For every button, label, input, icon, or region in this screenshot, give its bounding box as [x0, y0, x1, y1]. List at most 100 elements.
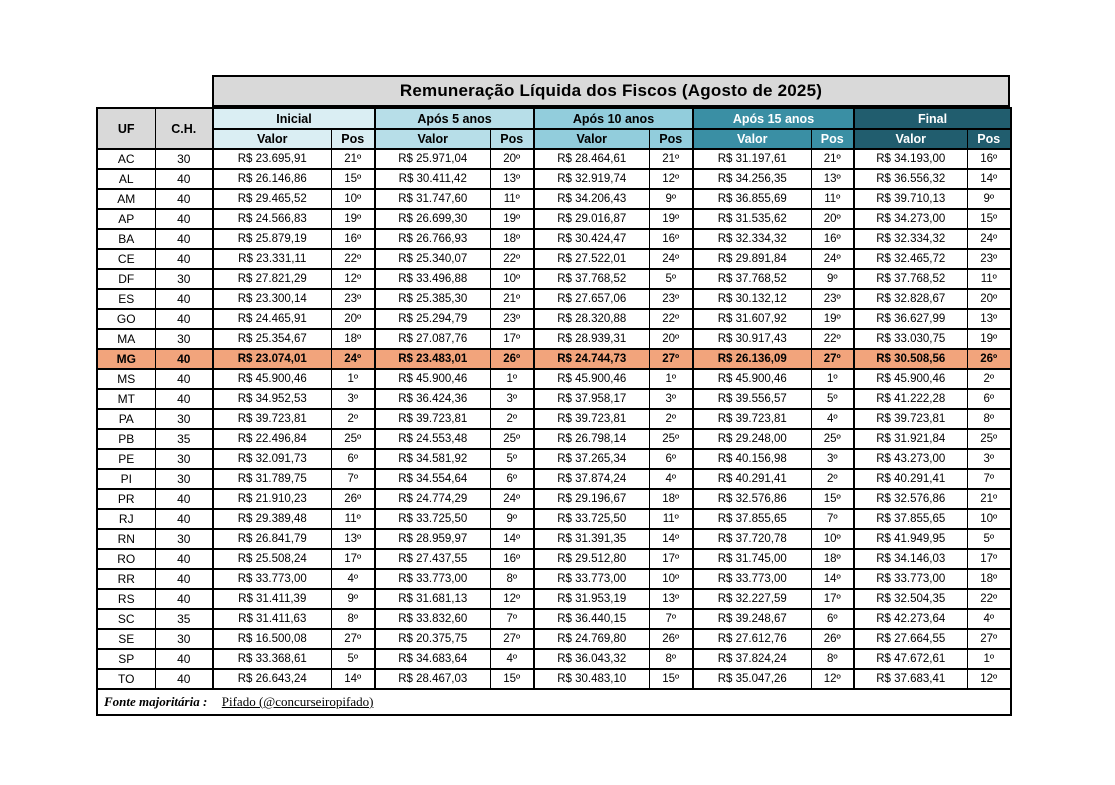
pos-cell-inicial: 26º — [330, 488, 376, 510]
group-header-apos-10-anos: Após 10 anos — [533, 107, 694, 130]
valor-cell-inicial: R$ 21.910,23 — [212, 488, 332, 510]
pos-cell-15-anos: 11º — [810, 188, 855, 210]
valor-cell-final: R$ 45.900,46 — [853, 368, 968, 390]
pos-cell-15-anos: 22º — [810, 328, 855, 350]
ch-cell: 40 — [154, 348, 214, 370]
valor-cell-final: R$ 32.828,67 — [853, 288, 968, 310]
valor-cell-15-anos: R$ 32.227,59 — [692, 588, 812, 610]
valor-cell-inicial: R$ 29.465,52 — [212, 188, 332, 210]
valor-cell-final: R$ 34.273,00 — [853, 208, 968, 230]
pos-cell-inicial: 6º — [330, 448, 376, 470]
pos-cell-5-anos: 22º — [489, 248, 535, 270]
valor-cell-10-anos: R$ 31.953,19 — [533, 588, 650, 610]
pos-cell-inicial: 17º — [330, 548, 376, 570]
pos-cell-inicial: 20º — [330, 308, 376, 330]
valor-cell-5-anos: R$ 31.681,13 — [374, 588, 491, 610]
valor-cell-10-anos: R$ 33.773,00 — [533, 568, 650, 590]
source-link[interactable]: Pifado (@concurseiropifado) — [221, 694, 374, 709]
group-header-apos-5-anos: Após 5 anos — [373, 107, 535, 130]
pos-cell-inicial: 9º — [330, 588, 376, 610]
valor-cell-15-anos: R$ 31.607,92 — [692, 308, 812, 330]
ch-cell: 40 — [154, 248, 214, 270]
table-row: RJ 40 R$ 29.389,48 11º R$ 33.725,50 9º R… — [96, 508, 1012, 530]
ch-cell: 40 — [154, 648, 214, 670]
pos-cell-5-anos: 5º — [489, 448, 535, 470]
pos-cell-final: 2º — [966, 368, 1012, 390]
pos-cell-final: 4º — [966, 608, 1012, 630]
valor-cell-10-anos: R$ 24.744,73 — [533, 348, 650, 370]
pos-cell-inicial: 11º — [330, 508, 376, 530]
valor-cell-10-anos: R$ 28.939,31 — [533, 328, 650, 350]
valor-cell-5-anos: R$ 24.553,48 — [374, 428, 491, 450]
valor-cell-15-anos: R$ 30.132,12 — [692, 288, 812, 310]
uf-cell: MA — [96, 328, 156, 350]
pos-cell-final: 27º — [966, 628, 1012, 650]
pos-cell-10-anos: 9º — [648, 188, 694, 210]
subheader-valor: Valor — [692, 128, 812, 150]
table-row: RO 40 R$ 25.508,24 17º R$ 27.437,55 16º … — [96, 548, 1012, 570]
pos-cell-final: 26º — [966, 348, 1012, 370]
pos-cell-5-anos: 11º — [489, 188, 535, 210]
pos-cell-inicial: 10º — [330, 188, 376, 210]
valor-cell-10-anos: R$ 36.043,32 — [533, 648, 650, 670]
pos-cell-10-anos: 19º — [648, 208, 694, 230]
pos-cell-5-anos: 1º — [489, 368, 535, 390]
table-row: SC 35 R$ 31.411,63 8º R$ 33.832,60 7º R$… — [96, 608, 1012, 630]
pos-cell-15-anos: 20º — [810, 208, 855, 230]
pos-cell-15-anos: 14º — [810, 568, 855, 590]
pos-cell-final: 11º — [966, 268, 1012, 290]
pos-cell-15-anos: 6º — [810, 608, 855, 630]
valor-cell-final: R$ 42.273,64 — [853, 608, 968, 630]
uf-cell: RR — [96, 568, 156, 590]
pos-cell-5-anos: 21º — [489, 288, 535, 310]
table-row: PE 30 R$ 32.091,73 6º R$ 34.581,92 5º R$… — [96, 448, 1012, 470]
pos-cell-5-anos: 15º — [489, 668, 535, 690]
valor-cell-final: R$ 34.193,00 — [853, 148, 968, 170]
valor-cell-10-anos: R$ 37.768,52 — [533, 268, 650, 290]
valor-cell-15-anos: R$ 33.773,00 — [692, 568, 812, 590]
subheader-pos: Pos — [330, 128, 376, 150]
valor-cell-5-anos: R$ 24.774,29 — [374, 488, 491, 510]
valor-cell-inicial: R$ 26.146,86 — [212, 168, 332, 190]
valor-cell-15-anos: R$ 34.256,35 — [692, 168, 812, 190]
pos-cell-final: 10º — [966, 508, 1012, 530]
subheader-pos: Pos — [489, 128, 535, 150]
valor-cell-final: R$ 37.768,52 — [853, 268, 968, 290]
table-row: GO 40 R$ 24.465,91 20º R$ 25.294,79 23º … — [96, 308, 1012, 330]
pos-cell-10-anos: 5º — [648, 268, 694, 290]
valor-cell-inicial: R$ 16.500,08 — [212, 628, 332, 650]
valor-cell-inicial: R$ 26.643,24 — [212, 668, 332, 690]
uf-cell: MS — [96, 368, 156, 390]
ch-cell: 40 — [154, 488, 214, 510]
pos-cell-10-anos: 23º — [648, 288, 694, 310]
subheader-pos: Pos — [648, 128, 694, 150]
table-row: RN 30 R$ 26.841,79 13º R$ 28.959,97 14º … — [96, 528, 1012, 550]
pos-cell-15-anos: 1º — [810, 368, 855, 390]
ch-cell: 40 — [154, 508, 214, 530]
pos-cell-inicial: 13º — [330, 528, 376, 550]
pos-cell-inicial: 19º — [330, 208, 376, 230]
valor-cell-5-anos: R$ 34.581,92 — [374, 448, 491, 470]
pos-cell-final: 15º — [966, 208, 1012, 230]
valor-cell-5-anos: R$ 33.773,00 — [374, 568, 491, 590]
ch-cell: 30 — [154, 328, 214, 350]
valor-cell-10-anos: R$ 32.919,74 — [533, 168, 650, 190]
valor-cell-15-anos: R$ 39.248,67 — [692, 608, 812, 630]
pos-cell-5-anos: 4º — [489, 648, 535, 670]
valor-cell-10-anos: R$ 31.391,35 — [533, 528, 650, 550]
table-row: MG 40 R$ 23.074,01 24º R$ 23.483,01 26º … — [96, 348, 1012, 370]
uf-cell: TO — [96, 668, 156, 690]
valor-cell-10-anos: R$ 30.424,47 — [533, 228, 650, 250]
valor-cell-10-anos: R$ 28.464,61 — [533, 148, 650, 170]
pos-cell-final: 24º — [966, 228, 1012, 250]
valor-cell-final: R$ 41.949,95 — [853, 528, 968, 550]
subheader-row: Valor Pos Valor Pos Valor Pos Valor Pos … — [97, 128, 1012, 150]
valor-cell-5-anos: R$ 31.747,60 — [374, 188, 491, 210]
pos-cell-inicial: 12º — [330, 268, 376, 290]
valor-cell-10-anos: R$ 37.958,17 — [533, 388, 650, 410]
pos-cell-10-anos: 12º — [648, 168, 694, 190]
ch-cell: 30 — [154, 468, 214, 490]
valor-cell-10-anos: R$ 29.512,80 — [533, 548, 650, 570]
pos-cell-5-anos: 23º — [489, 308, 535, 330]
pos-cell-10-anos: 1º — [648, 368, 694, 390]
